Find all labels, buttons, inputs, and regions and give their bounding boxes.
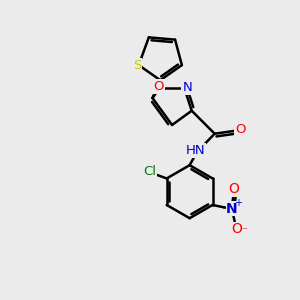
Text: +: + (234, 198, 242, 208)
Text: HN: HN (186, 144, 205, 157)
Text: O: O (235, 123, 246, 136)
Text: O: O (228, 182, 239, 196)
Text: S: S (133, 58, 141, 72)
Text: ⁻: ⁻ (242, 226, 247, 236)
Text: O: O (231, 222, 242, 236)
Text: N: N (226, 202, 238, 216)
Text: N: N (182, 81, 192, 94)
Text: Cl: Cl (143, 166, 156, 178)
Text: O: O (153, 80, 164, 93)
